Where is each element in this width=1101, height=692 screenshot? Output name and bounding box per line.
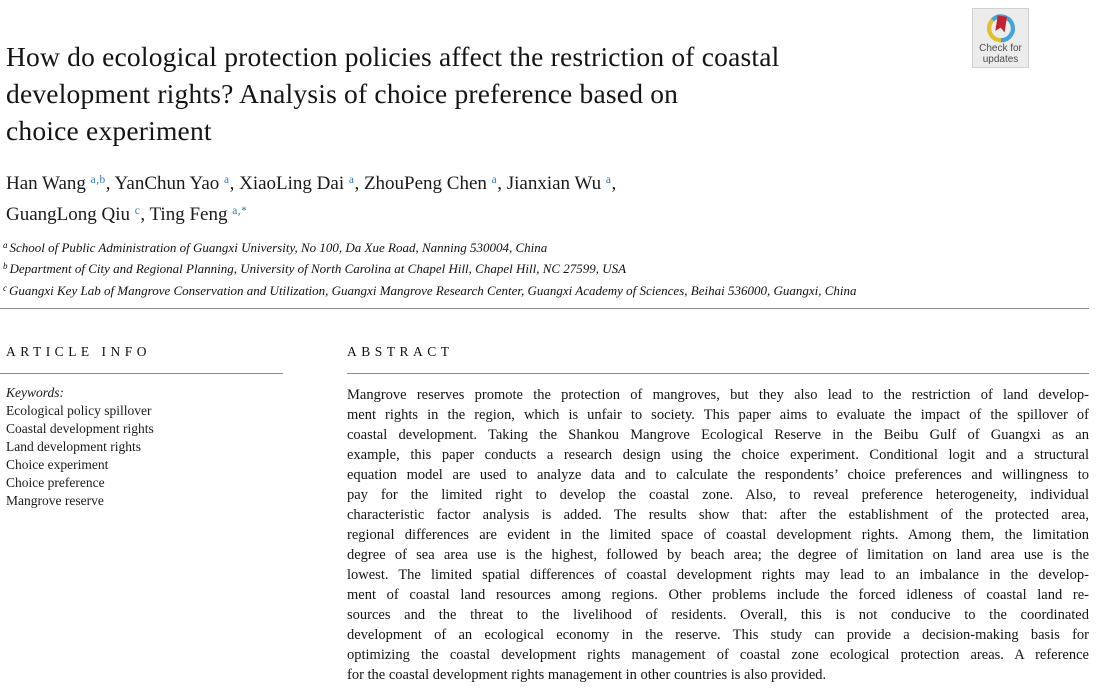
abstract-body: Mangrove reserves promote the protection…: [347, 385, 1089, 685]
page-title: How do ecological protection policies af…: [6, 38, 780, 149]
article-info-divider: [0, 373, 283, 374]
keyword-item: Mangrove reserve: [6, 493, 104, 508]
header-divider: [0, 308, 1089, 309]
abstract-line: characteristic factor analysis is added.…: [347, 507, 1089, 523]
author-name: GuangLong Qiu: [6, 203, 135, 225]
author-affiliation-sup: c: [134, 204, 141, 217]
abstract-heading: ABSTRACT: [347, 344, 454, 359]
abstract-line: lowest. The limited spatial differences …: [347, 567, 1089, 583]
article-info-column: ARTICLE INFO Keywords: Ecological policy…: [0, 343, 283, 510]
author-list: Han Wang a,b, YanChun Yao a, XiaoLing Da…: [6, 170, 616, 231]
author-affiliation-sup: a: [348, 174, 355, 187]
author-line: GuangLong Qiu c, Ting Feng a,*: [6, 201, 616, 232]
affiliation-line: b Department of City and Regional Plannin…: [3, 259, 857, 280]
abstract-line: Mangrove reserves promote the protection…: [347, 387, 1089, 403]
abstract-line: optimizing the coastal development right…: [347, 647, 1089, 663]
keywords-label: Keywords:: [6, 385, 64, 400]
affiliation-line: a School of Public Administration of Guan…: [3, 238, 857, 259]
keyword-item: Choice preference: [6, 475, 105, 490]
abstract-line: example, this paper conducts a research …: [347, 447, 1089, 463]
author-line: Han Wang a,b, YanChun Yao a, XiaoLing Da…: [6, 170, 616, 201]
title-line: development rights? Analysis of choice p…: [6, 78, 679, 109]
author-affiliation-sup: a,*: [232, 204, 248, 217]
affiliation-sup: b: [3, 261, 8, 272]
author-affiliation-sup: a: [605, 174, 612, 187]
keyword-item: Land development rights: [6, 439, 141, 454]
abstract-line: pay for the limited right to develop the…: [347, 487, 1089, 503]
abstract-line: degree of sea area use is the highest, f…: [347, 547, 1089, 563]
check-for-updates-badge[interactable]: Check for updates: [972, 8, 1029, 68]
crossmark-logo-icon: [986, 14, 1015, 43]
affiliation-text: Department of City and Regional Planning…: [9, 261, 627, 277]
affiliation-text: Guangxi Key Lab of Mangrove Conservation…: [8, 282, 857, 298]
affiliation-list: a School of Public Administration of Guan…: [3, 238, 857, 302]
affiliation-sup: a: [3, 239, 8, 250]
keyword-item: Coastal development rights: [6, 421, 154, 436]
author-name: , YanChun Yao: [105, 173, 225, 194]
keyword-item: Choice experiment: [6, 457, 109, 472]
abstract-line: equation model are used to analyze data …: [347, 467, 1089, 483]
keyword-list: Ecological policy spillover Coastal devel…: [0, 402, 283, 510]
affiliation-line: c Guangxi Key Lab of Mangrove Conservatio…: [3, 281, 857, 302]
abstract-line: for the coastal development rights manag…: [347, 667, 827, 683]
affiliation-sup: c: [3, 282, 7, 293]
article-info-heading: ARTICLE INFO: [6, 344, 152, 359]
author-affiliation-sup: a: [491, 174, 498, 187]
abstract-divider: [347, 373, 1089, 374]
abstract-line: ment rights in the region, which is unfa…: [347, 407, 1089, 423]
abstract-line: coastal development. Taking the Shankou …: [347, 427, 1089, 443]
author-affiliation-sup: a: [224, 174, 230, 187]
badge-label-line2: updates: [982, 53, 1019, 65]
affiliation-text: School of Public Administration of Guang…: [9, 240, 548, 255]
author-name: Han Wang: [6, 173, 91, 194]
author-affiliation-sup: a,b: [90, 174, 106, 187]
abstract-column: ABSTRACT Mangrove reserves promote the p…: [347, 343, 1089, 685]
author-name: , ZhouPeng Chen: [354, 173, 492, 194]
abstract-line: sources and the threat to the livelihood…: [347, 607, 1089, 623]
abstract-line: ment of coastal land resources among reg…: [347, 587, 1089, 603]
author-name: ,: [611, 173, 617, 194]
author-name: , Ting Feng: [140, 203, 233, 225]
abstract-line: regional differences are evident in the …: [347, 527, 1089, 543]
title-line: choice experiment: [6, 115, 212, 146]
badge-label-line1: Check for: [979, 43, 1022, 54]
title-line: How do ecological protection policies af…: [6, 41, 780, 72]
abstract-line: development of an ecological economy in …: [347, 627, 1089, 643]
author-name: , Jianxian Wu: [497, 173, 606, 194]
keyword-item: Ecological policy spillover: [6, 403, 152, 418]
author-name: , XiaoLing Dai: [229, 173, 349, 194]
